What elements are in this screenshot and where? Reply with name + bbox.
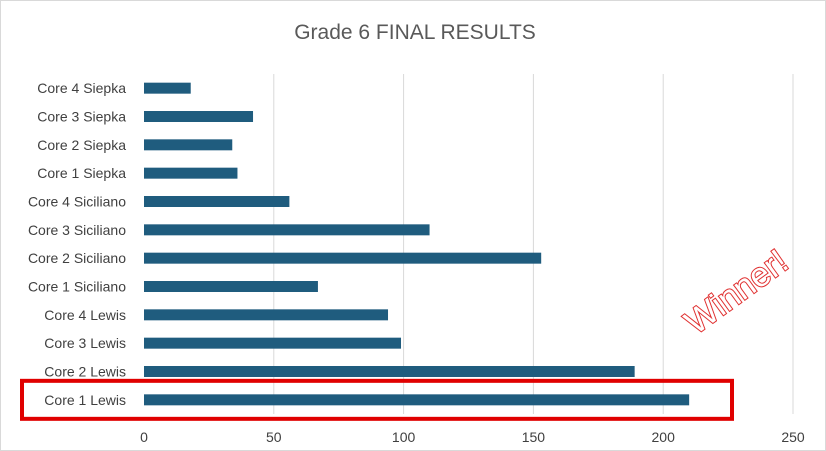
category-label: Core 1 Lewis — [44, 392, 126, 408]
bar — [144, 224, 430, 236]
category-label: Core 2 Lewis — [44, 364, 126, 380]
chart-title: Grade 6 FINAL RESULTS — [294, 21, 536, 44]
x-axis-ticks: 0 50 100 150 200 250 — [140, 429, 805, 445]
bar — [144, 111, 254, 122]
category-label: Core 3 Siepka — [37, 109, 126, 125]
category-label: Core 3 Lewis — [44, 335, 126, 351]
bar — [144, 394, 690, 406]
bar — [144, 252, 542, 264]
category-label: Core 4 Lewis — [44, 307, 126, 323]
winner-annotation: Winner! — [678, 242, 795, 342]
bars — [144, 82, 690, 406]
x-tick-label: 150 — [522, 429, 546, 445]
bar — [144, 139, 233, 151]
x-tick-label: 50 — [266, 429, 282, 445]
category-label: Core 2 Siciliano — [28, 250, 126, 266]
category-label: Core 1 Siepka — [37, 165, 126, 181]
bar — [144, 167, 238, 179]
bar — [144, 281, 318, 292]
x-tick-label: 200 — [652, 429, 676, 445]
category-labels: Core 1 Lewis Core 2 Lewis Core 3 Lewis Core… — [28, 80, 126, 408]
bar — [144, 196, 290, 207]
category-label: Core 1 Siciliano — [28, 279, 126, 295]
bar — [144, 309, 389, 321]
category-label: Core 4 Siciliano — [28, 194, 126, 210]
x-tick-label: 250 — [781, 429, 805, 445]
highlight-box — [20, 378, 734, 421]
annotations: Winner! — [20, 241, 796, 421]
category-label: Core 3 Siciliano — [28, 222, 126, 238]
bar — [144, 82, 191, 94]
gridlines — [273, 74, 794, 414]
category-label: Core 2 Siepka — [37, 137, 126, 153]
bar — [144, 337, 402, 349]
x-tick-label: 100 — [392, 429, 416, 445]
x-tick-label: 0 — [140, 429, 148, 445]
category-label: Core 4 Siepka — [37, 80, 126, 96]
bar — [144, 366, 635, 377]
